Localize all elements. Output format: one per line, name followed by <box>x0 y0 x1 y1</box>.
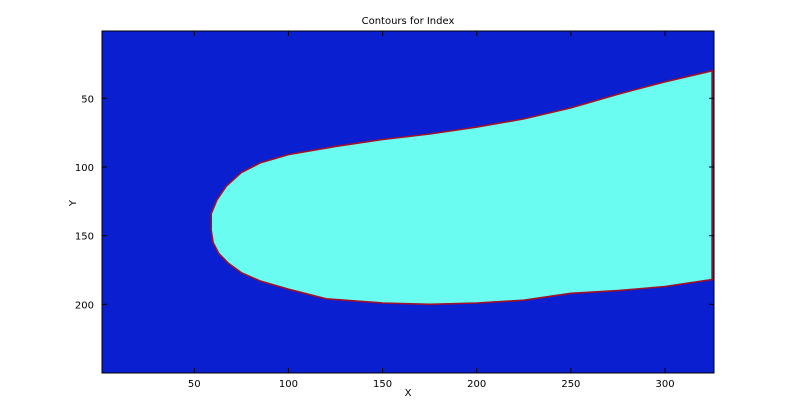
x-tick-label: 300 <box>655 379 674 390</box>
y-axis-title: Y <box>68 199 79 207</box>
x-tick-label: 100 <box>279 379 298 390</box>
x-tick-label: 150 <box>373 379 392 390</box>
x-tick-label: 200 <box>467 379 486 390</box>
y-tick-label: 50 <box>81 94 94 105</box>
region-inside <box>210 69 713 306</box>
y-tick-label: 200 <box>75 300 94 311</box>
y-tick-label: 100 <box>75 163 94 174</box>
x-tick-label: 250 <box>561 379 580 390</box>
y-axis: 50 100 150 200 <box>75 94 714 311</box>
chart-title: Contours for Index <box>362 16 455 27</box>
y-tick-label: 150 <box>75 232 94 243</box>
x-axis: 50 100 150 200 250 300 <box>188 31 675 390</box>
x-tick-label: 50 <box>188 379 201 390</box>
plot-area <box>101 30 715 374</box>
plot-frame <box>101 30 715 374</box>
x-axis-title: X <box>405 388 412 399</box>
